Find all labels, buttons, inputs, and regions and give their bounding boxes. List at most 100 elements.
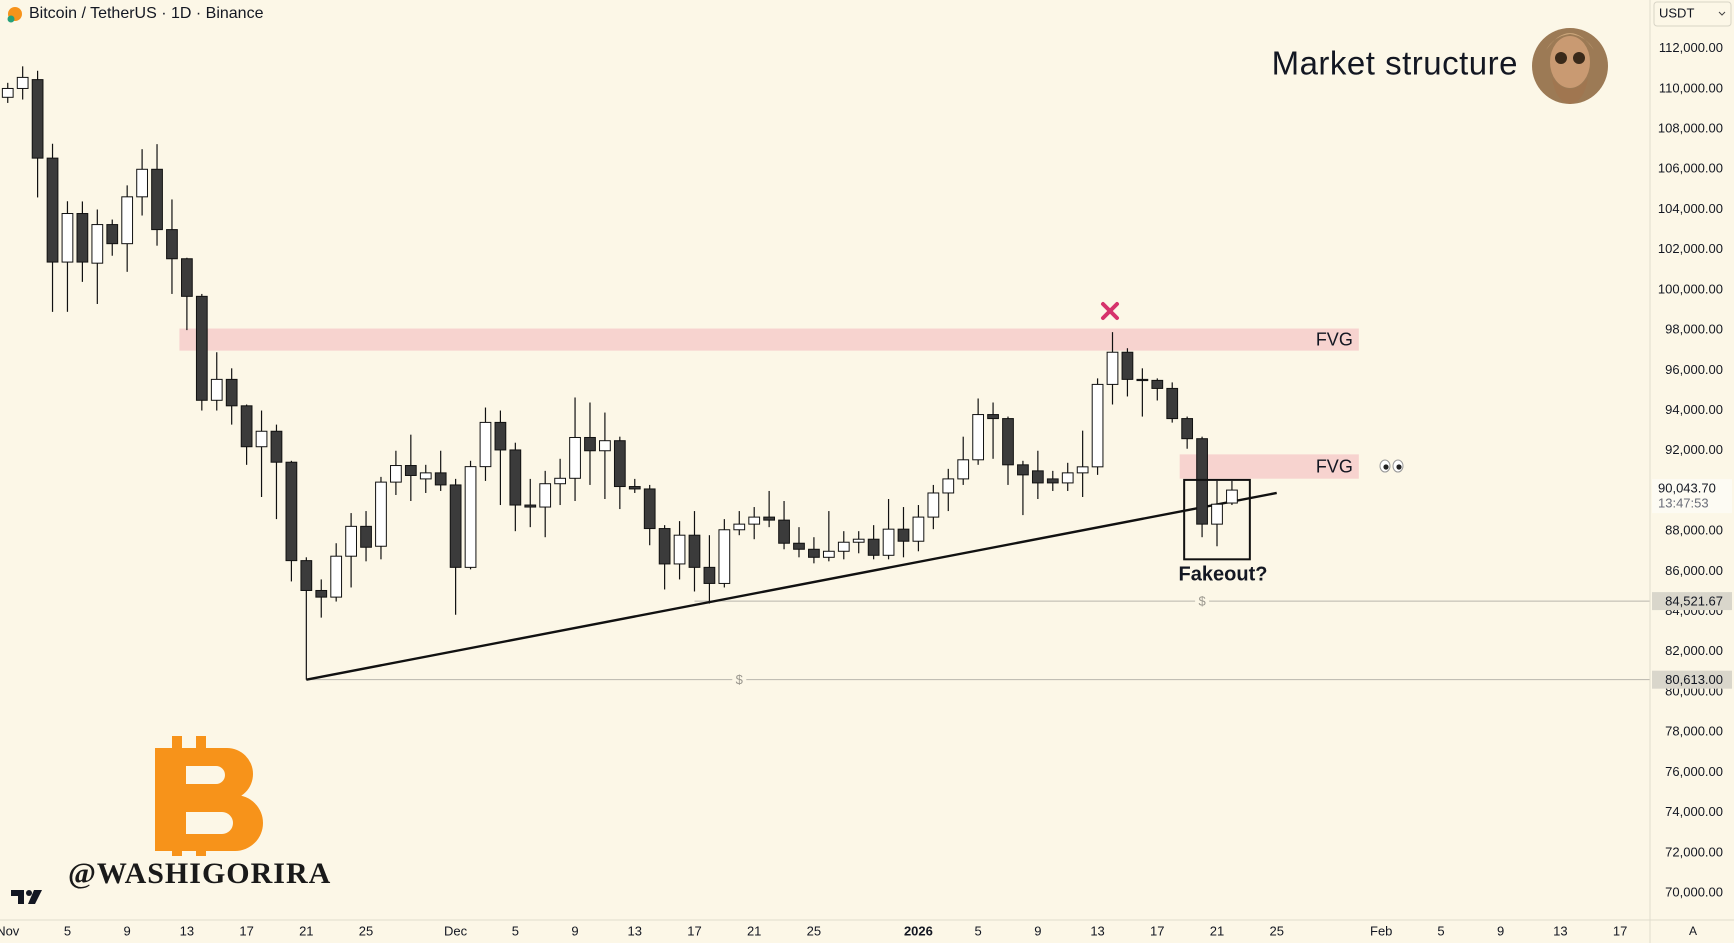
y-tick-label: 88,000.00 [1665,523,1723,538]
level-label: 80,613.00 [1665,672,1723,687]
watermark: @WASHIGORIRA [68,857,331,890]
candle-body [1002,418,1014,466]
y-tick-label: 98,000.00 [1665,322,1723,337]
candle-body [300,560,313,591]
candle-body [479,421,492,468]
candle-body [255,430,268,448]
candle-body [539,483,552,508]
x-tick-label: 21 [1210,923,1224,938]
candle-body [867,538,880,556]
x-tick-label: 13 [628,923,642,938]
candle-body [793,542,805,550]
x-tick-label: Feb [1370,923,1392,938]
x-tick-label: 17 [239,923,253,938]
y-tick-label: 108,000.00 [1658,121,1723,136]
candle-body [419,472,432,480]
candle-body [464,466,477,568]
rejection-mark [1101,302,1119,320]
x-tick-label: 9 [124,923,131,938]
candle-body [628,486,641,490]
axes: 70,000.00 72,000.00 74,000.00 76,000.00 78,0… [0,40,1732,938]
cross-stroke [1101,302,1119,320]
last-price-label: 90,043.70 [1658,481,1716,496]
candle-body [434,472,447,486]
candle-body [61,213,74,263]
x-tick-label: 21 [747,923,761,938]
candle-body [16,76,29,89]
candle-body [151,168,163,231]
y-tick-label: 102,000.00 [1658,241,1723,256]
candle-body [1106,351,1119,385]
plot-area: FVG FVG $ $ Fakeout? [1,66,1650,688]
candle-body [1017,464,1029,476]
x-tick-label: 17 [1613,923,1627,938]
candle-body [972,414,985,461]
currency-box[interactable] [1653,1,1732,27]
eyes-icon [1379,459,1404,473]
fakeout-label: Fakeout? [1179,564,1268,586]
y-tick-label: 104,000.00 [1658,201,1723,216]
tether-icon [7,15,15,23]
candle-body [524,504,537,508]
level-marker: $ [736,672,744,687]
candle-body [942,478,955,494]
fakeout-box [1183,478,1251,561]
fvg-label: FVG [1316,329,1353,349]
y-tick-label: 82,000.00 [1665,643,1723,658]
candle-body [718,529,731,584]
candle-body [748,516,761,525]
tradingview-logo [11,890,42,904]
avatar-beard [1552,78,1588,104]
level-marker: $ [1198,594,1206,609]
avatar-face [1550,36,1590,88]
x-tick-label: 5 [975,923,982,938]
currency-button[interactable]: USDT [1653,1,1732,27]
candle-body [778,519,790,544]
candle-body [345,525,357,557]
candle-body [1181,418,1194,440]
bitcoin-logo [155,736,263,856]
candle-body [166,229,178,260]
candle-body [822,550,835,558]
tv-logo-part [26,890,32,896]
trendline [306,491,1277,681]
candle-body [1091,383,1104,468]
x-tick-label: 9 [1034,923,1041,938]
candle-body [1061,472,1074,484]
candle-body [613,440,626,488]
avatar-glass [1555,52,1567,64]
candle-body [897,528,910,542]
candle-body [569,436,581,479]
x-tick-label: 25 [807,923,821,938]
candle-body [1121,351,1134,380]
y-tick-label: 78,000.00 [1665,724,1723,739]
candle-body [852,538,865,543]
y-tick-label: 100,000.00 [1658,281,1723,296]
candle-body [554,477,566,485]
x-tick-label: 13 [1090,923,1104,938]
candle-body [1226,489,1238,504]
chevron[interactable] [1718,11,1726,16]
candle-body [987,414,999,420]
x-tick-label: 13 [1553,923,1567,938]
candle-body [808,548,820,558]
candle-body [106,224,119,245]
level-label-bg [1652,592,1732,611]
scale-mode-button[interactable]: A [1689,924,1697,938]
candle-body [957,459,970,480]
candle-body [390,465,402,483]
candle-body [404,465,417,476]
x-tick-label: 17 [687,923,701,938]
logo-b-hole [186,766,233,834]
level-label: 84,521.67 [1665,594,1723,609]
x-tick-label: 9 [571,923,578,938]
x-tick-label: 5 [1437,923,1444,938]
avatar [1532,28,1608,104]
heading: Market structure [1272,45,1518,82]
candle-body [1151,379,1164,389]
candle-body [1136,378,1149,382]
currency-label[interactable]: USDT [1659,5,1694,20]
